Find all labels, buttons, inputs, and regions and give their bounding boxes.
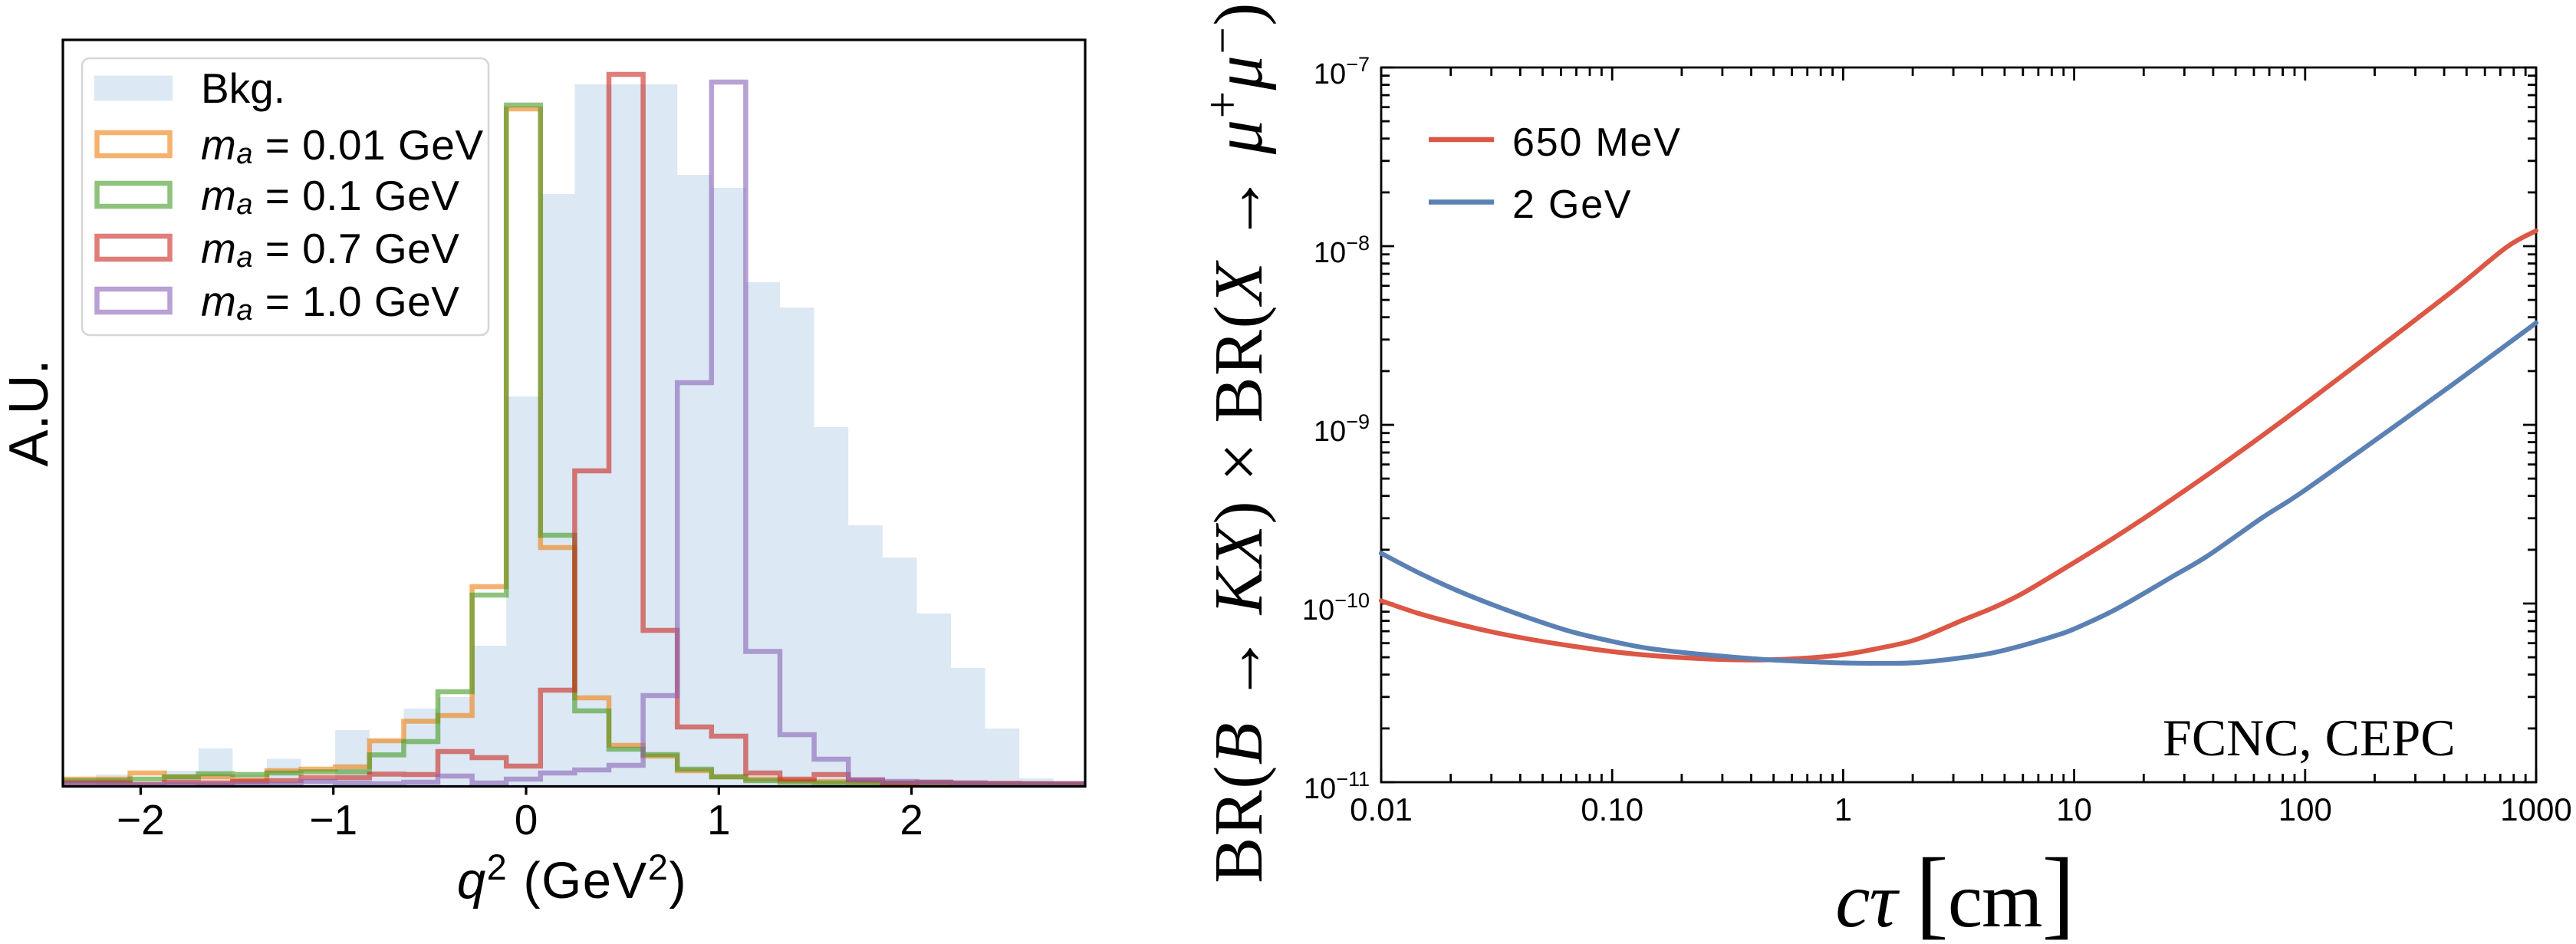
svg-text:ma = 1.0 GeV: ma = 1.0 GeV (201, 278, 459, 327)
svg-text:10−9: 10−9 (1314, 410, 1370, 448)
svg-text:10−10: 10−10 (1302, 589, 1370, 627)
svg-text:100: 100 (2278, 791, 2332, 827)
svg-text:cτ [cm]: cτ [cm] (1835, 838, 2074, 944)
svg-text:FCNC, CEPC: FCNC, CEPC (2163, 709, 2456, 767)
svg-text:q2 (GeV2): q2 (GeV2) (457, 847, 687, 909)
svg-text:650 MeV: 650 MeV (1512, 120, 1682, 165)
svg-text:ma = 0.1 GeV: ma = 0.1 GeV (201, 172, 459, 221)
svg-text:Bkg.: Bkg. (201, 64, 285, 112)
svg-text:−2: −2 (117, 796, 165, 844)
svg-text:10−8: 10−8 (1314, 232, 1370, 269)
svg-text:0.10: 0.10 (1581, 791, 1643, 827)
svg-text:−1: −1 (309, 796, 357, 844)
svg-text:10−11: 10−11 (1304, 768, 1370, 805)
svg-text:2 GeV: 2 GeV (1512, 183, 1632, 227)
svg-text:A.U.: A.U. (0, 359, 60, 466)
svg-text:ma = 0.7 GeV: ma = 0.7 GeV (201, 225, 459, 274)
svg-text:1000: 1000 (2500, 791, 2571, 827)
svg-text:ma = 0.01 GeV: ma = 0.01 GeV (201, 121, 484, 170)
svg-text:BR(B → KX) × BR(X → μ+μ−): BR(B → KX) × BR(X → μ+μ−) (1196, 2, 1277, 883)
svg-text:10−7: 10−7 (1314, 53, 1370, 90)
svg-text:1: 1 (1834, 791, 1852, 827)
svg-text:2: 2 (900, 796, 923, 844)
svg-text:10: 10 (2056, 791, 2092, 827)
svg-text:0: 0 (515, 796, 538, 844)
svg-text:0.01: 0.01 (1350, 791, 1413, 827)
svg-text:1: 1 (707, 796, 731, 844)
